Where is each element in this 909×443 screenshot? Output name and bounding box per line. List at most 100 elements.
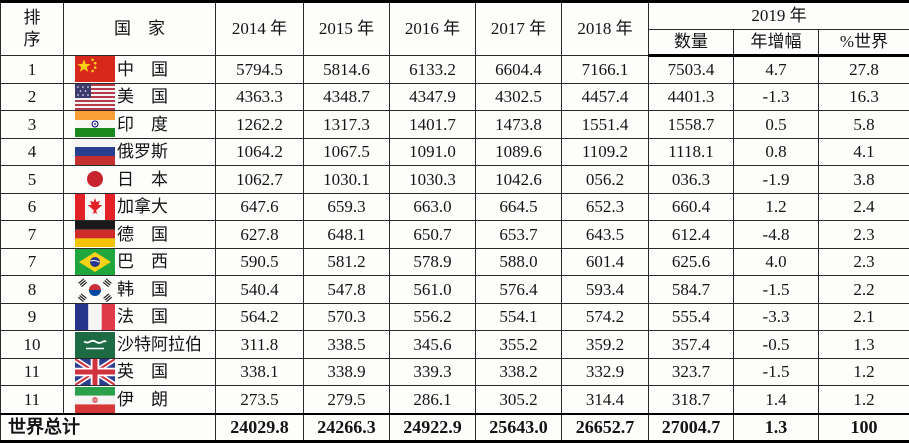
value-cell: 581.2	[303, 247, 390, 277]
value-cell: 4302.5	[475, 82, 562, 112]
country-name: 法 国	[117, 307, 168, 327]
table-row: 3 印 度 1262.2 1317.3 1401.7 1473.8 1551.4 1558.7…	[0, 110, 909, 139]
value-cell: 547.8	[303, 275, 390, 304]
country-cell: 法 国	[63, 302, 216, 332]
country-cell: 美 国	[63, 82, 216, 112]
country-cell-inner: 美 国	[65, 84, 215, 110]
table-row: 4 俄罗斯 1064.2 1067.5 1091.0 1089.6 1109.2 1118.1…	[0, 137, 909, 167]
value-cell: 355.2	[475, 330, 562, 359]
country-name: 加拿大	[117, 197, 168, 217]
flag-india-icon	[75, 111, 115, 138]
year-2015-header: 2015 年	[303, 1, 390, 56]
total-value-cell: 24029.8	[215, 412, 304, 442]
country-cell: 韩 国	[63, 275, 216, 304]
country-name: 英 国	[117, 362, 168, 382]
value-cell: 578.9	[389, 247, 476, 277]
table-row: 9 法 国 564.2 570.3 556.2 554.1 574.2 555.4 -3.3 2.…	[0, 302, 909, 332]
table-row: 1 中 国 5794.5 5814.6 6133.2 6604.4 7166.1 7503.4…	[0, 55, 909, 84]
country-cell-inner: 日 本	[65, 166, 215, 193]
total-value-cell: 26652.7	[561, 412, 649, 442]
value-cell: 590.5	[215, 247, 304, 277]
country-cell-inner: 德 国	[65, 221, 215, 248]
total-value-cell: 27004.7	[648, 412, 734, 442]
table-row: 10 沙特阿拉伯 311.8 338.5 345.6 355.2 359.2 357.4 -0.…	[0, 330, 909, 359]
world-share-subheader: %世界	[818, 29, 909, 57]
value-cell: -1.5	[733, 275, 819, 304]
value-cell: 576.4	[475, 275, 562, 304]
rank-cell: 4	[0, 137, 64, 167]
country-cell-inner: 印 度	[65, 111, 215, 138]
value-cell: 056.2	[561, 165, 649, 194]
rank-cell: 7	[0, 247, 64, 277]
table-row: 7 巴 西 590.5 581.2 578.9 588.0 601.4 625.6 4.0 2.3	[0, 247, 909, 277]
rank-cell: 8	[0, 275, 64, 304]
value-cell: 4401.3	[648, 82, 734, 112]
value-cell: 1091.0	[389, 137, 476, 167]
value-cell: 1473.8	[475, 110, 562, 139]
value-cell: 612.4	[648, 220, 734, 249]
value-cell: 5.8	[818, 110, 909, 139]
value-cell: 357.4	[648, 330, 734, 359]
country-cell: 英 国	[63, 357, 216, 387]
table-row: 7 德 国 627.8 648.1 650.7 653.7 643.5 612.4 -4.8 2.…	[0, 220, 909, 249]
value-cell: 286.1	[389, 385, 476, 415]
value-cell: 1.3	[818, 330, 909, 359]
rank-header-label: 排序	[23, 7, 41, 49]
table-row: 11 英 国 338.1 338.9 339.3 338.2 332.9 323.7 -1.5 1…	[0, 357, 909, 387]
year-2014-header: 2014 年	[215, 1, 304, 56]
value-cell: 3.8	[818, 165, 909, 194]
value-cell: 2.2	[818, 275, 909, 304]
table-row: 6 加拿大 647.6 659.3 663.0 664.5 652.3 660.4 1.2 2.4	[0, 192, 909, 222]
country-cell: 巴 西	[63, 247, 216, 277]
country-name: 美 国	[117, 87, 168, 107]
value-cell: 323.7	[648, 357, 734, 387]
country-name: 巴 西	[117, 252, 168, 272]
value-cell: 359.2	[561, 330, 649, 359]
value-cell: 4.7	[733, 55, 819, 84]
country-column-header: 国 家	[63, 1, 216, 56]
rank-cell: 2	[0, 82, 64, 112]
country-name: 俄罗斯	[117, 142, 168, 162]
country-name: 伊 朗	[117, 390, 168, 410]
flag-russia-icon	[75, 139, 115, 165]
value-cell: 554.1	[475, 302, 562, 332]
rank-cell: 7	[0, 220, 64, 249]
value-cell: 338.2	[475, 357, 562, 387]
rank-cell: 10	[0, 330, 64, 359]
value-cell: 1317.3	[303, 110, 390, 139]
flag-canada-icon	[75, 194, 115, 220]
country-cell: 加拿大	[63, 192, 216, 222]
flag-japan-icon	[75, 166, 115, 193]
value-cell: 2.1	[818, 302, 909, 332]
quantity-subheader: 数量	[648, 29, 734, 57]
flag-brazil-icon	[75, 249, 115, 275]
value-cell: 570.3	[303, 302, 390, 332]
flag-china-icon	[75, 56, 115, 83]
country-cell: 德 国	[63, 220, 216, 249]
value-cell: 0.5	[733, 110, 819, 139]
table-row: 5 日 本 1062.7 1030.1 1030.3 1042.6 056.2 036.3 -1…	[0, 165, 909, 194]
value-cell: 660.4	[648, 192, 734, 222]
value-cell: -3.3	[733, 302, 819, 332]
total-value-cell: 1.3	[733, 412, 819, 442]
value-cell: 556.2	[389, 302, 476, 332]
value-cell: 4.0	[733, 247, 819, 277]
rank-cell: 11	[0, 385, 64, 415]
country-name: 印 度	[117, 114, 168, 134]
value-cell: -0.5	[733, 330, 819, 359]
value-cell: 314.4	[561, 385, 649, 415]
total-value-cell: 100	[818, 412, 909, 442]
value-cell: 643.5	[561, 220, 649, 249]
value-cell: 561.0	[389, 275, 476, 304]
value-cell: 593.4	[561, 275, 649, 304]
value-cell: 574.2	[561, 302, 649, 332]
country-cell-inner: 沙特阿拉伯	[65, 331, 215, 358]
value-cell: 555.4	[648, 302, 734, 332]
country-cell: 伊 朗	[63, 385, 216, 415]
year-2017-header: 2017 年	[475, 1, 562, 56]
value-cell: 588.0	[475, 247, 562, 277]
value-cell: 339.3	[389, 357, 476, 387]
value-cell: 4457.4	[561, 82, 649, 112]
